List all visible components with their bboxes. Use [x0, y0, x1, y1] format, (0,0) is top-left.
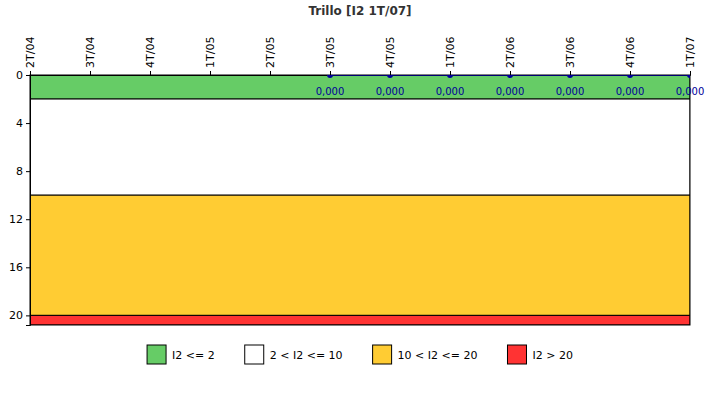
- x-tick: 2T/04: [24, 37, 37, 75]
- x-tick-label: 4T/04: [144, 37, 157, 68]
- x-tick: 2T/05: [264, 37, 277, 75]
- y-tick: 0: [16, 69, 30, 82]
- x-tick-mark: [630, 71, 631, 75]
- y-tick-mark: [26, 171, 30, 172]
- x-tick-mark: [150, 71, 151, 75]
- y-tick-mark: [26, 75, 30, 76]
- x-tick-mark: [450, 71, 451, 75]
- legend-item: I2 > 20: [507, 345, 572, 364]
- band: [30, 99, 690, 195]
- x-tick: 4T/06: [624, 37, 637, 75]
- x-tick-mark: [30, 71, 31, 75]
- x-tick-mark: [90, 71, 91, 75]
- x-tick-label: 2T/04: [24, 37, 37, 68]
- x-tick: 3T/04: [84, 37, 97, 75]
- data-label: 0,000: [496, 86, 525, 97]
- legend-swatch: [245, 345, 264, 364]
- y-tick-mark: [26, 123, 30, 124]
- y-tick-mark: [26, 267, 30, 268]
- x-tick-mark: [210, 71, 211, 75]
- series-marker: [447, 75, 453, 78]
- x-tick-label: 1T/05: [204, 37, 217, 68]
- x-tick-mark: [330, 71, 331, 75]
- x-tick-label: 2T/06: [504, 37, 517, 68]
- legend-swatch: [373, 345, 392, 364]
- x-tick-label: 4T/05: [384, 37, 397, 68]
- legend-swatch: [147, 345, 166, 364]
- x-tick-mark: [510, 71, 511, 75]
- x-tick-label: 2T/05: [264, 37, 277, 68]
- x-tick-mark: [270, 71, 271, 75]
- legend-label: 2 < I2 <= 10: [270, 349, 343, 362]
- y-tick-mark: [26, 219, 30, 220]
- y-axis-line: [26, 76, 31, 326]
- marks: [327, 75, 690, 78]
- x-tick: 3T/05: [324, 37, 337, 75]
- x-tick: 1T/07: [684, 37, 697, 75]
- y-tick-label: 8: [16, 165, 23, 178]
- x-tick: 4T/05: [384, 37, 397, 75]
- legend-label: 10 < I2 <= 20: [398, 349, 478, 362]
- bands: [30, 75, 690, 325]
- legend-item: 2 < I2 <= 10: [245, 345, 343, 364]
- data-label: 0,000: [676, 86, 705, 97]
- x-tick: 1T/06: [444, 37, 457, 75]
- band: [30, 315, 690, 325]
- title: Trillo [I2 1T/07]: [308, 4, 411, 18]
- series-marker: [327, 75, 333, 78]
- series-marker: [687, 75, 690, 78]
- series-marker: [507, 75, 513, 78]
- data-label: 0,000: [316, 86, 345, 97]
- y-axis: 0 4 8 12 16 20: [9, 69, 31, 325]
- plot-frame: [30, 75, 690, 325]
- y-tick-label: 20: [9, 309, 23, 322]
- x-tick-mark: [570, 71, 571, 75]
- y-tick-label: 16: [9, 261, 23, 274]
- y-tick: 16: [9, 261, 30, 274]
- legend-item: 10 < I2 <= 20: [373, 345, 478, 364]
- x-tick: 2T/06: [504, 37, 517, 75]
- series-marker: [387, 75, 393, 78]
- data-labels: 0,000 0,000 0,000 0,000 0,000 0,000 0,000: [316, 86, 705, 97]
- x-tick-label: 4T/06: [624, 37, 637, 68]
- band: [30, 75, 690, 99]
- x-tick-label: 3T/06: [564, 37, 577, 68]
- band: [30, 195, 690, 315]
- data-label: 0,000: [436, 86, 465, 97]
- legend: I2 <= 2 2 < I2 <= 10 10 < I2 <= 20 I2 > 20: [147, 345, 573, 364]
- x-tick-label: 3T/04: [84, 37, 97, 68]
- chart: Trillo [I2 1T/07] 0 4 8 12 16 20 2T/04 3T/04 4T/0…: [0, 0, 720, 400]
- series-marker: [627, 75, 633, 78]
- x-tick-label: 1T/06: [444, 37, 457, 68]
- x-axis-line: [31, 71, 691, 76]
- x-axis: 2T/04 3T/04 4T/04 1T/05 2T/05 3T/05 4T/05 1T/06…: [24, 37, 697, 76]
- y-tick: 20: [9, 309, 30, 322]
- x-tick: 3T/06: [564, 37, 577, 75]
- legend-swatch: [507, 345, 526, 364]
- legend-label: I2 <= 2: [172, 349, 215, 362]
- y-tick-label: 12: [9, 213, 23, 226]
- y-tick-label: 4: [16, 117, 23, 130]
- x-tick: 1T/05: [204, 37, 217, 75]
- data-label: 0,000: [556, 86, 585, 97]
- x-tick: 4T/04: [144, 37, 157, 75]
- x-tick-label: 3T/05: [324, 37, 337, 68]
- x-tick-mark: [690, 71, 691, 75]
- data-label: 0,000: [376, 86, 405, 97]
- legend-item: I2 <= 2: [147, 345, 215, 364]
- legend-label: I2 > 20: [532, 349, 572, 362]
- x-tick-mark: [390, 71, 391, 75]
- series-marker: [567, 75, 573, 78]
- y-tick-label: 0: [16, 69, 23, 82]
- y-tick: 8: [16, 165, 30, 178]
- y-tick: 12: [9, 213, 30, 226]
- y-tick: 4: [16, 117, 30, 130]
- y-tick-mark: [26, 315, 30, 316]
- x-tick-label: 1T/07: [684, 37, 697, 68]
- data-label: 0,000: [616, 86, 645, 97]
